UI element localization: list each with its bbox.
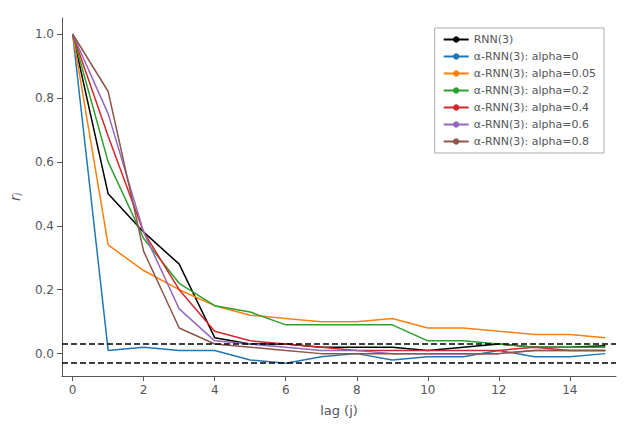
svg-text:α-RNN(3): alpha=0.6: α-RNN(3): alpha=0.6 bbox=[474, 118, 589, 131]
svg-text:rⱼ: rⱼ bbox=[7, 192, 23, 201]
svg-text:α-RNN(3): alpha=0.4: α-RNN(3): alpha=0.4 bbox=[474, 101, 589, 114]
svg-text:10: 10 bbox=[420, 383, 435, 397]
svg-text:α-RNN(3): alpha=0: α-RNN(3): alpha=0 bbox=[474, 50, 579, 63]
svg-text:2: 2 bbox=[140, 383, 148, 397]
svg-text:α-RNN(3): alpha=0.8: α-RNN(3): alpha=0.8 bbox=[474, 135, 589, 148]
svg-text:α-RNN(3): alpha=0.05: α-RNN(3): alpha=0.05 bbox=[474, 67, 596, 80]
svg-text:0: 0 bbox=[69, 383, 77, 397]
svg-text:α-RNN(3): alpha=0.2: α-RNN(3): alpha=0.2 bbox=[474, 84, 589, 97]
svg-text:0.8: 0.8 bbox=[35, 91, 54, 105]
svg-text:12: 12 bbox=[491, 383, 506, 397]
svg-text:0.6: 0.6 bbox=[35, 155, 54, 169]
svg-text:6: 6 bbox=[282, 383, 290, 397]
svg-text:0.4: 0.4 bbox=[35, 219, 54, 233]
svg-text:0.2: 0.2 bbox=[35, 283, 54, 297]
svg-text:0.0: 0.0 bbox=[35, 347, 54, 361]
svg-text:14: 14 bbox=[562, 383, 577, 397]
svg-text:lag (j): lag (j) bbox=[320, 403, 358, 418]
svg-text:1.0: 1.0 bbox=[35, 27, 54, 41]
svg-text:8: 8 bbox=[353, 383, 361, 397]
svg-text:4: 4 bbox=[211, 383, 219, 397]
svg-text:RNN(3): RNN(3) bbox=[474, 33, 514, 46]
